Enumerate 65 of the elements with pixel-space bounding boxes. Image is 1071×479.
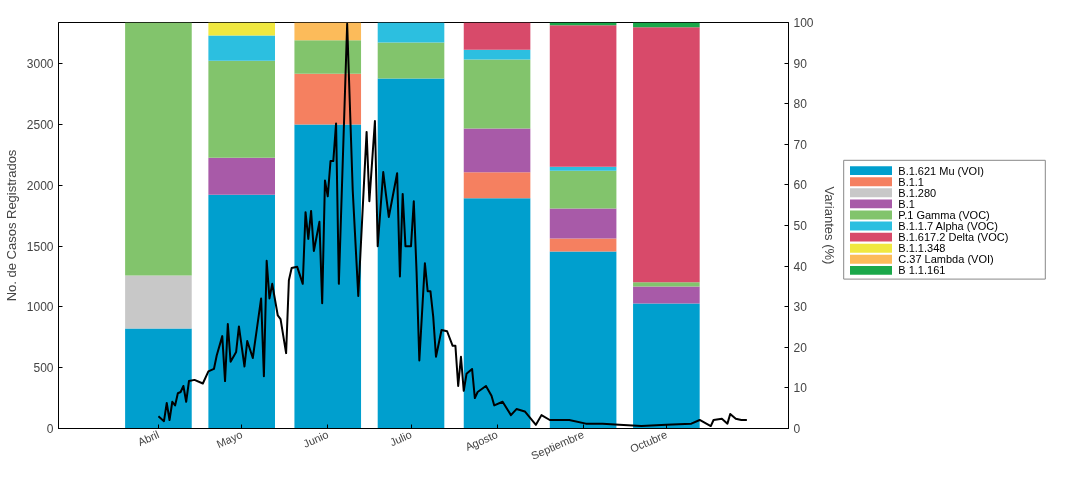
bar xyxy=(549,238,617,252)
legend-label: B.1.1.7 Alpha (VOC) xyxy=(898,220,998,233)
bar xyxy=(549,25,617,167)
x-tick-label: Julio xyxy=(387,428,414,449)
y2-tick-label: 100 xyxy=(793,16,814,30)
legend-label: B.1.280 xyxy=(898,186,937,199)
y2-tick-label: 60 xyxy=(793,178,808,193)
bar xyxy=(208,157,275,195)
bar xyxy=(294,73,362,125)
bar xyxy=(463,198,531,429)
legend-label: B.1.621 Mu (VOI) xyxy=(898,164,984,177)
bar xyxy=(463,49,531,60)
bar xyxy=(633,303,700,429)
y2-tick-label: 70 xyxy=(793,137,808,152)
legend-label: B.1.1 xyxy=(898,175,924,188)
legend-label: B.1.617.2 Delta (VOC) xyxy=(898,231,1009,244)
y-tick-label: 1000 xyxy=(26,300,54,315)
y-tick-label: 2500 xyxy=(26,118,54,133)
x-tick-label: Mayo xyxy=(214,428,245,450)
bar xyxy=(377,78,445,429)
legend-label: C.37 Lambda (VOI) xyxy=(898,253,994,266)
y2-tick-label: 50 xyxy=(793,219,808,233)
y2-axis-title: Variantes (%) xyxy=(821,186,837,265)
y2-tick-label: 30 xyxy=(793,300,808,315)
bar xyxy=(463,22,531,50)
bar xyxy=(633,282,700,287)
y2-tick-label: 40 xyxy=(793,259,808,274)
bar xyxy=(549,166,617,171)
legend-label: P.1 Gamma (VOC) xyxy=(898,208,990,221)
y-tick-label: 500 xyxy=(33,361,54,376)
y-tick-label: 3000 xyxy=(26,57,54,72)
y-tick-label: 2000 xyxy=(26,178,54,193)
bar xyxy=(549,251,617,429)
bar xyxy=(208,194,275,429)
bar xyxy=(208,22,275,36)
bar xyxy=(125,328,192,429)
y2-tick-label: 90 xyxy=(793,56,808,71)
legend-label: B 1.1.161 xyxy=(898,264,946,277)
bar xyxy=(463,59,531,129)
y2-tick-label: 0 xyxy=(793,422,801,436)
legend-label: B.1.1.348 xyxy=(898,242,946,255)
y2-tick-label: 20 xyxy=(793,340,808,355)
bar xyxy=(463,172,531,199)
y2-tick-label: 80 xyxy=(793,97,808,112)
bar xyxy=(208,60,275,158)
bar xyxy=(549,170,617,209)
bar xyxy=(633,286,700,304)
legend-label: B.1 xyxy=(898,197,915,210)
bar xyxy=(463,128,531,173)
x-tick-label: Abril xyxy=(135,428,161,448)
bar xyxy=(125,275,192,329)
bar xyxy=(294,40,362,74)
bar xyxy=(377,22,445,43)
y-tick-label: 1500 xyxy=(26,239,54,254)
bar xyxy=(549,208,617,239)
x-tick-label: Junio xyxy=(301,428,331,450)
bar xyxy=(125,22,192,276)
y2-tick-label: 10 xyxy=(793,381,808,396)
bar xyxy=(377,42,445,79)
bar xyxy=(633,27,700,283)
bar xyxy=(294,22,362,41)
y-axis-title: No. de Casos Registrados xyxy=(3,149,19,302)
bar xyxy=(208,35,275,61)
y-tick-label: 0 xyxy=(46,422,54,436)
bar xyxy=(294,124,362,429)
